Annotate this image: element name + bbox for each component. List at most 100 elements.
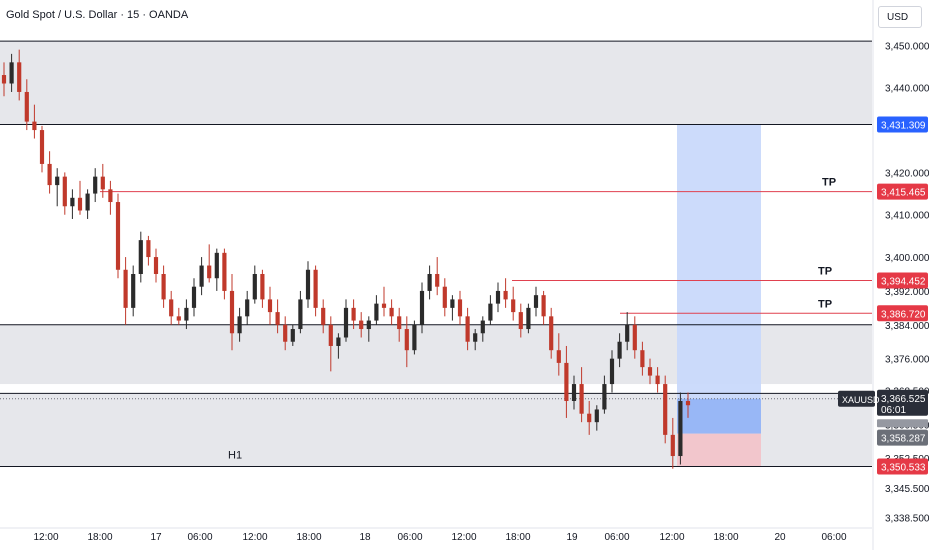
candle-body xyxy=(222,252,227,291)
price-tag-stop-bg xyxy=(877,458,928,475)
candle-body xyxy=(511,299,516,313)
x-tick-label: 06:00 xyxy=(397,532,422,543)
y-tick-label: 3,450.000 xyxy=(885,41,930,52)
x-tick-label: 12:00 xyxy=(242,532,267,543)
candle-body xyxy=(207,265,212,279)
candle-body xyxy=(131,274,136,308)
price-tag-tp2-bg xyxy=(877,272,928,289)
candle-body xyxy=(77,197,83,211)
candle-body xyxy=(100,176,105,190)
y-tick-label: 3,410.000 xyxy=(885,211,930,222)
candle-body xyxy=(404,329,409,351)
candle-body xyxy=(556,350,561,363)
candle-body xyxy=(655,375,660,385)
candle-body xyxy=(252,274,257,300)
candle-body xyxy=(503,290,508,300)
profit-fill xyxy=(677,398,761,434)
x-tick-label: 18:00 xyxy=(87,532,112,543)
candle-body xyxy=(199,265,204,287)
candle-body xyxy=(275,312,280,325)
candle-body xyxy=(138,240,143,274)
candle-body xyxy=(625,324,630,342)
current-price-tag: 3,366.525 xyxy=(881,394,926,405)
price-tag-tp3-bg xyxy=(877,305,928,322)
y-tick-label: 3,345.500 xyxy=(885,484,930,495)
candle-body xyxy=(617,341,622,359)
h1-label: H1 xyxy=(228,449,242,461)
candle-body xyxy=(237,316,242,334)
x-tick-label: 18:00 xyxy=(296,532,321,543)
candle-body xyxy=(153,257,159,274)
y-tick-label: 3,400.000 xyxy=(885,253,930,264)
x-tick-label: 18 xyxy=(359,532,371,543)
x-tick-label: 17 xyxy=(150,532,162,543)
candle-body xyxy=(9,62,14,84)
symbol-title: Gold Spot / U.S. Dollar · 15 · OANDA xyxy=(6,9,189,21)
price-tag-entry-bg xyxy=(877,429,928,446)
candle-body xyxy=(70,197,75,207)
candle-body xyxy=(473,333,478,342)
tp-label: TP xyxy=(822,177,836,189)
stop-zone xyxy=(677,433,761,467)
candle-body xyxy=(419,290,425,325)
candle-body xyxy=(85,193,90,211)
candle-body xyxy=(123,269,128,308)
candle-body xyxy=(381,303,387,308)
candle-body xyxy=(214,252,219,279)
candle-body xyxy=(267,299,273,313)
candle-body xyxy=(298,299,303,330)
candle-body xyxy=(176,316,181,321)
price-tag-entry: 3,358.287 xyxy=(881,434,926,445)
candle-body xyxy=(632,324,637,351)
candle-body xyxy=(427,274,432,291)
candle-body xyxy=(191,286,197,308)
candle-body xyxy=(435,274,440,287)
candle-body xyxy=(602,384,607,410)
y-tick-label: 3,440.000 xyxy=(885,84,930,95)
y-tick-label: 3,338.500 xyxy=(885,513,930,524)
candle-body xyxy=(161,274,166,300)
time-axis: 12:00 18:00 17 06:00 12:00 18:00 18 06:00 12:00 1… xyxy=(0,527,872,543)
x-tick-label: 12:00 xyxy=(33,532,58,543)
candle-body xyxy=(343,307,349,338)
price-tag-target-bg xyxy=(877,116,928,133)
candle-body xyxy=(480,320,485,334)
candle-body xyxy=(442,286,447,308)
candle-body xyxy=(108,189,113,203)
x-tick-label: 18:00 xyxy=(713,532,738,543)
candle-body xyxy=(169,299,174,317)
candle-body xyxy=(146,240,151,258)
candle-body xyxy=(685,401,691,406)
tp-label: TP xyxy=(818,298,832,310)
x-tick-label: 06:00 xyxy=(604,532,629,543)
candle-body xyxy=(55,176,60,186)
candle-body xyxy=(260,274,265,300)
candle-body xyxy=(321,307,326,325)
current-tag-bg xyxy=(877,389,928,416)
zone-0 xyxy=(0,41,872,125)
candle-body xyxy=(678,401,683,457)
candle-body xyxy=(283,324,288,342)
candle-body xyxy=(609,358,615,385)
candle-body xyxy=(533,295,539,308)
candle-body xyxy=(115,202,121,270)
currency-selector[interactable]: USD xyxy=(878,6,922,28)
y-tick-label: 3,392.000 xyxy=(885,287,930,298)
candle-body xyxy=(488,303,493,321)
countdown-tag: 06:01 xyxy=(881,405,906,416)
candle-body xyxy=(571,384,577,401)
candle-body xyxy=(495,290,501,304)
candle-body xyxy=(397,316,402,330)
candle-body xyxy=(541,295,546,317)
annotations: TP TP TP H1 xyxy=(228,177,836,462)
candle-body xyxy=(549,316,554,351)
candle-body xyxy=(24,91,29,122)
candle-body xyxy=(389,307,394,317)
hidden-tag-bg xyxy=(877,419,928,428)
candle-body xyxy=(32,121,37,131)
candle-body xyxy=(359,320,364,330)
candle-body xyxy=(245,299,250,317)
x-tick-label: 06:00 xyxy=(821,532,846,543)
